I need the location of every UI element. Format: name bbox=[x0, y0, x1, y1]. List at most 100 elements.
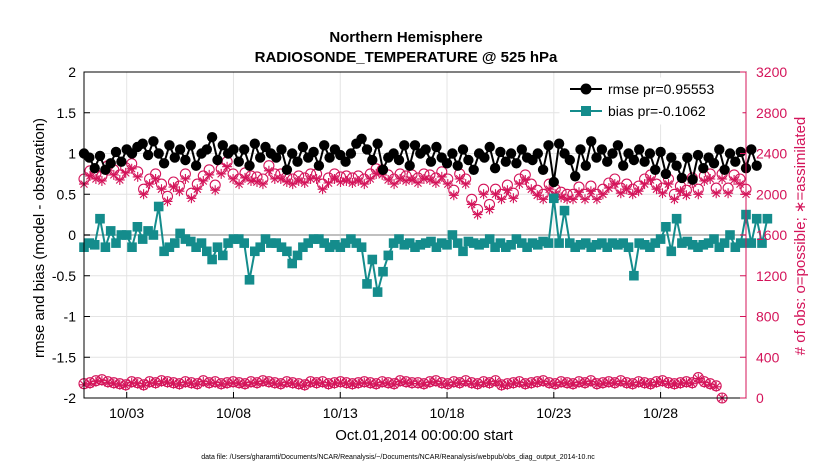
obs-assimilated-marker bbox=[132, 171, 143, 182]
obs-assimilated-marker bbox=[597, 189, 608, 200]
bias-marker bbox=[426, 236, 436, 247]
obs-assimilated-marker bbox=[544, 184, 555, 195]
rmse-marker bbox=[500, 156, 511, 167]
rmse-marker bbox=[548, 176, 559, 188]
obs-assimilated-marker bbox=[323, 379, 334, 390]
rmse-marker bbox=[244, 160, 255, 171]
left-y-tick-label: 0.5 bbox=[57, 186, 77, 202]
bias-marker bbox=[159, 246, 169, 257]
bias-marker bbox=[175, 228, 185, 239]
rmse-marker bbox=[297, 141, 309, 153]
rmse-marker bbox=[84, 152, 95, 163]
obs-assimilated-marker bbox=[532, 190, 543, 201]
obs-assimilated-marker bbox=[144, 377, 155, 388]
bias-marker bbox=[522, 242, 532, 252]
obs-assimilated-marker bbox=[371, 168, 382, 179]
bias-marker bbox=[757, 238, 767, 248]
rmse-marker bbox=[409, 140, 421, 151]
obs-assimilated-marker bbox=[448, 377, 459, 388]
bias-marker bbox=[319, 238, 329, 248]
rmse-marker bbox=[687, 174, 698, 185]
bias-marker bbox=[170, 238, 180, 248]
rmse-marker bbox=[575, 144, 586, 155]
obs-assimilated-marker bbox=[317, 184, 328, 195]
bias-marker bbox=[394, 234, 404, 244]
obs-assimilated-marker bbox=[204, 378, 215, 389]
rmse-marker bbox=[660, 168, 672, 180]
obs-assimilated-marker bbox=[430, 178, 441, 188]
obs-assimilated-marker bbox=[526, 184, 537, 195]
obs-assimilated-marker bbox=[413, 378, 423, 389]
obs-assimilated-marker bbox=[365, 174, 376, 184]
bias-marker bbox=[746, 238, 757, 248]
obs-assimilated-marker bbox=[275, 379, 286, 390]
obs-assimilated-marker bbox=[538, 194, 549, 205]
bias-marker bbox=[314, 234, 324, 244]
rmse-marker bbox=[319, 140, 330, 151]
x-axis: 10/03 10/08 10/13 10/18 10/23 10/28 bbox=[109, 392, 678, 421]
obs-assimilated-marker bbox=[269, 174, 280, 184]
obs-assimilated-marker bbox=[180, 174, 191, 184]
bias-marker bbox=[735, 238, 746, 248]
bias-marker bbox=[655, 234, 666, 244]
obs-assimilated-marker bbox=[293, 176, 304, 186]
obs-assimilated-marker bbox=[520, 175, 531, 185]
obs-assimilated-marker bbox=[108, 169, 119, 180]
right-y-tick-label: 1200 bbox=[756, 268, 787, 284]
rmse-marker bbox=[148, 136, 159, 147]
bias-marker bbox=[335, 242, 346, 252]
obs-assimilated-marker bbox=[174, 379, 185, 390]
obs-assimilated-marker bbox=[574, 187, 584, 198]
bias-marker bbox=[538, 236, 548, 247]
bias-marker bbox=[207, 254, 217, 265]
obs-assimilated-marker bbox=[657, 376, 668, 387]
bias-marker bbox=[132, 222, 143, 232]
rmse-marker bbox=[228, 144, 239, 155]
obs-assimilated-marker bbox=[252, 177, 262, 187]
bias-marker bbox=[543, 238, 554, 248]
obs-assimilated-marker bbox=[198, 376, 209, 387]
bias-marker bbox=[244, 275, 255, 285]
bias-marker bbox=[501, 242, 511, 252]
obs-assimilated-marker bbox=[645, 175, 656, 185]
obs-assimilated-marker bbox=[234, 179, 245, 190]
bias-marker bbox=[703, 238, 714, 248]
obs-assimilated-marker bbox=[430, 376, 441, 387]
chart-title: Northern Hemisphere bbox=[329, 29, 482, 46]
obs-assimilated-marker bbox=[222, 378, 233, 389]
x-tick-label: 10/08 bbox=[216, 405, 251, 421]
bias-marker bbox=[677, 238, 687, 248]
obs-assimilated-marker bbox=[418, 174, 429, 184]
x-tick-label: 10/13 bbox=[323, 405, 358, 421]
bias-marker bbox=[517, 238, 527, 248]
obs-assimilated-marker bbox=[621, 378, 632, 389]
obs-assimilated-marker bbox=[448, 190, 459, 201]
bias-marker bbox=[362, 279, 372, 289]
rmse-marker bbox=[612, 140, 624, 151]
bias-marker bbox=[474, 240, 484, 250]
rmse-marker bbox=[367, 154, 378, 166]
obs-assimilated-marker bbox=[568, 194, 578, 205]
left-y-tick-label: 1 bbox=[68, 146, 76, 162]
rmse-marker bbox=[479, 152, 490, 163]
bias-marker bbox=[709, 234, 719, 244]
rmse-marker bbox=[105, 158, 116, 169]
obs-assimilated-marker bbox=[204, 169, 215, 180]
obs-assimilated-marker bbox=[192, 184, 203, 195]
rmse-marker bbox=[89, 163, 100, 174]
bias-marker bbox=[153, 201, 164, 212]
rmse-marker bbox=[308, 146, 319, 158]
rmse-marker bbox=[185, 140, 196, 151]
obs-assimilated-marker bbox=[90, 376, 101, 387]
rmse-marker bbox=[751, 160, 762, 171]
obs-assimilated-marker bbox=[281, 177, 292, 187]
left-y-tick-label: -2 bbox=[64, 390, 77, 406]
rmse-series bbox=[78, 132, 762, 188]
obs-assimilated-marker bbox=[240, 172, 250, 183]
obs-assimilated-marker bbox=[114, 175, 125, 185]
obs-assimilated-marker bbox=[222, 161, 233, 172]
bias-marker bbox=[468, 238, 479, 248]
obs-assimilated-marker bbox=[591, 379, 602, 390]
obs-assimilated-marker bbox=[717, 174, 728, 184]
